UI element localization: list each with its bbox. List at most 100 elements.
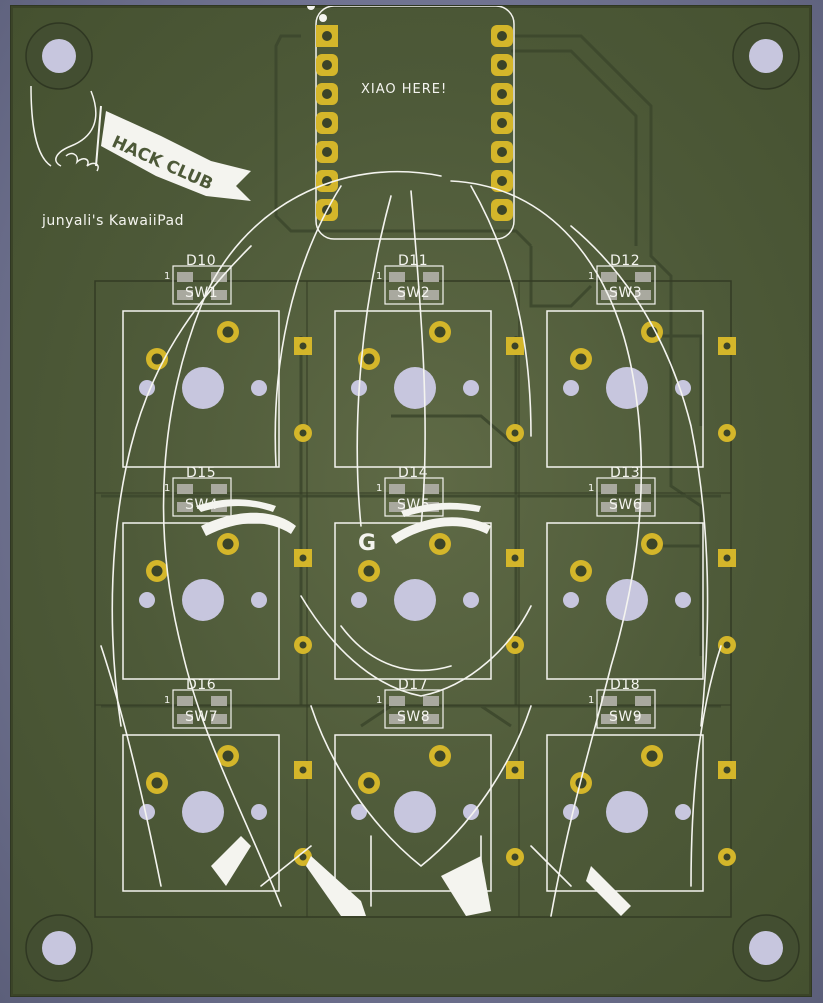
diode-pad-drill-b-6 [723, 641, 731, 649]
mounting-hole-top-left [42, 39, 76, 73]
hack-club-logo [30, 85, 251, 201]
xiao-pad-drill-right-7 [497, 205, 507, 215]
orientation-dot [319, 14, 327, 22]
switch-label: SW8 [397, 709, 431, 725]
diode-smd-pad-c-1 [177, 290, 193, 300]
switch-peg-right-8 [463, 804, 479, 820]
diode-smd-pad-b-5 [423, 484, 439, 494]
pin1-marker: 1 [164, 271, 171, 282]
diode-smd-pad-c-9 [601, 714, 617, 724]
diode-pad-drill-a-1 [299, 342, 307, 350]
diode-footprint-5 [384, 477, 444, 517]
switch-pad-drill-9-1 [646, 750, 658, 762]
diode-footprint-3 [596, 265, 656, 305]
switch-peg-left-3 [563, 380, 579, 396]
switch-label: SW1 [185, 285, 219, 301]
switch-outline-5 [334, 522, 492, 680]
pin1-marker: 1 [376, 271, 383, 282]
switch-pad-drill-1-2 [151, 353, 163, 365]
diode-footprint-8 [384, 689, 444, 729]
mounting-hole-bottom-left [42, 931, 76, 965]
xiao-pad-drill-right-6 [497, 176, 507, 186]
diode-smd-pad-d-3 [635, 290, 651, 300]
diode-pad-drill-a-6 [723, 554, 731, 562]
diode-smd-pad-a-8 [389, 696, 405, 706]
switch-center-hole-3 [606, 367, 648, 409]
diode-smd-pad-d-9 [635, 714, 651, 724]
switch-outline-8 [334, 734, 492, 892]
switch-peg-right-2 [463, 380, 479, 396]
xiao-pad-drill-right-2 [497, 60, 507, 70]
xiao-pad-drill-right-3 [497, 89, 507, 99]
switch-peg-left-4 [139, 592, 155, 608]
diode-label: D14 [398, 465, 429, 481]
switch-label: SW2 [397, 285, 431, 301]
diode-pad-drill-a-5 [511, 554, 519, 562]
xiao-pad-drill-left-1 [322, 31, 332, 41]
diode-smd-pad-d-7 [211, 714, 227, 724]
switch-center-hole-5 [394, 579, 436, 621]
switch-center-hole-2 [394, 367, 436, 409]
diode-smd-pad-c-2 [389, 290, 405, 300]
diode-smd-pad-c-5 [389, 502, 405, 512]
switch-center-hole-1 [182, 367, 224, 409]
xiao-pad-drill-left-2 [322, 60, 332, 70]
diode-label: D15 [186, 465, 217, 481]
switch-outline-2 [334, 310, 492, 468]
pin1-marker: 1 [376, 695, 383, 706]
switch-peg-right-6 [675, 592, 691, 608]
switch-label: SW3 [609, 285, 643, 301]
pin1-marker: 1 [588, 695, 595, 706]
diode-label: D12 [610, 253, 641, 269]
anime-character-art [100, 170, 722, 917]
switch-pad-drill-2-1 [434, 326, 446, 338]
diode-label: D16 [186, 677, 217, 693]
switch-pad-drill-5-1 [434, 538, 446, 550]
xiao-pad-drill-right-5 [497, 147, 507, 157]
diode-smd-pad-c-4 [177, 502, 193, 512]
diode-label: D11 [398, 253, 429, 269]
diode-footprint-6 [596, 477, 656, 517]
diode-smd-pad-b-9 [635, 696, 651, 706]
pcb-artwork [25, 6, 800, 982]
xiao-placement-label: XIAO HERE! [361, 82, 448, 97]
switch-peg-right-7 [251, 804, 267, 820]
switch-pad-drill-7-1 [222, 750, 234, 762]
diode-smd-pad-b-1 [211, 272, 227, 282]
switch-peg-right-5 [463, 592, 479, 608]
switch-peg-left-8 [351, 804, 367, 820]
diode-smd-pad-a-2 [389, 272, 405, 282]
switch-pad-drill-4-2 [151, 565, 163, 577]
diode-pad-drill-a-4 [299, 554, 307, 562]
pcb-board: XIAO HERE! junyali's KawaiiPad HACK CLUB… [10, 5, 812, 997]
xiao-pad-drill-left-3 [322, 89, 332, 99]
diode-label: D18 [610, 677, 641, 693]
diode-smd-pad-a-1 [177, 272, 193, 282]
switch-pad-drill-3-2 [575, 353, 587, 365]
diode-pad-drill-a-7 [299, 766, 307, 774]
diode-pad-drill-b-7 [299, 853, 307, 861]
mounting-hole-bottom-right [749, 931, 783, 965]
g-mark: G [358, 531, 377, 556]
diode-smd-pad-d-2 [423, 290, 439, 300]
diode-smd-pad-a-7 [177, 696, 193, 706]
diode-footprint-2 [384, 265, 444, 305]
diode-footprint-4 [172, 477, 232, 517]
switch-center-hole-9 [606, 791, 648, 833]
pin1-marker: 1 [588, 271, 595, 282]
diode-smd-pad-d-8 [423, 714, 439, 724]
xiao-footprint [307, 6, 515, 240]
diode-smd-pad-a-6 [601, 484, 617, 494]
switch-pad-drill-5-2 [363, 565, 375, 577]
diode-pad-drill-b-3 [723, 429, 731, 437]
diode-pad-drill-b-2 [511, 429, 519, 437]
switch-peg-left-5 [351, 592, 367, 608]
switch-outline-3 [546, 310, 704, 468]
switch-grid [122, 265, 736, 892]
switch-pad-drill-6-2 [575, 565, 587, 577]
switch-label: SW6 [609, 497, 643, 513]
diode-smd-pad-c-8 [389, 714, 405, 724]
diode-pad-drill-b-4 [299, 641, 307, 649]
copper-traces [101, 34, 721, 728]
diode-smd-pad-b-8 [423, 696, 439, 706]
